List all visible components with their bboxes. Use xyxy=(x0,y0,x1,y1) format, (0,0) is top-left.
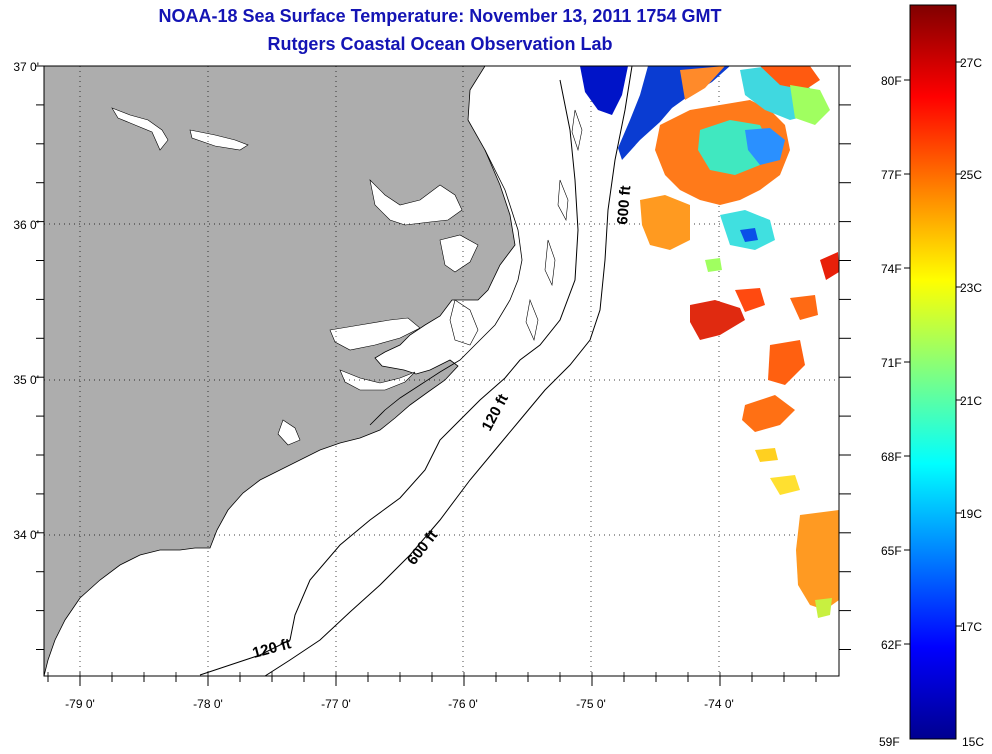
cb-label-19c: 19C xyxy=(960,507,982,521)
lat-label-35: 35 0' xyxy=(13,373,39,387)
graticule xyxy=(44,66,839,676)
cb-label-68f: 68F xyxy=(881,450,902,464)
sst-data-patches xyxy=(580,66,839,618)
lon-label-77: -77 0' xyxy=(321,697,351,711)
isobath-600ft xyxy=(264,66,633,676)
lon-label-75: -75 0' xyxy=(576,697,606,711)
lon-label-79: -79 0' xyxy=(65,697,95,711)
lat-label-34: 34 0' xyxy=(13,528,39,542)
cb-label-77f: 77F xyxy=(881,168,902,182)
colorbar-ticks xyxy=(904,61,962,645)
axis-ticks xyxy=(36,65,851,686)
colorbar xyxy=(909,4,957,740)
cb-label-27c: 27C xyxy=(960,56,982,70)
cb-label-17c: 17C xyxy=(960,620,982,634)
shoal-outlines xyxy=(525,109,583,341)
cb-label-71f: 71F xyxy=(881,356,902,370)
cb-label-25c: 25C xyxy=(960,168,982,182)
cb-label-21c: 21C xyxy=(960,394,982,408)
lon-label-78: -78 0' xyxy=(193,697,223,711)
cb-label-15c: 15C xyxy=(962,735,984,749)
cb-label-80f: 80F xyxy=(881,74,902,88)
lon-label-74: -74 0' xyxy=(704,697,734,711)
cb-label-62f: 62F xyxy=(881,638,902,652)
map-subtitle: Rutgers Coastal Ocean Observation Lab xyxy=(267,34,613,54)
map-frame xyxy=(43,65,840,677)
sounds-and-rivers xyxy=(111,107,479,446)
cb-label-59f: 59F xyxy=(879,735,900,749)
barrier-islands xyxy=(369,149,523,426)
lat-label-37: 37 0' xyxy=(13,60,39,74)
isobath-120ft xyxy=(199,79,579,676)
lon-label-76: -76 0' xyxy=(448,697,478,711)
contour-label-600ft-north: 600 ft xyxy=(614,185,634,226)
cb-label-74f: 74F xyxy=(881,262,902,276)
lat-label-36: 36 0' xyxy=(13,218,39,232)
map-title: NOAA-18 Sea Surface Temperature: Novembe… xyxy=(158,6,722,26)
cb-label-23c: 23C xyxy=(960,281,982,295)
cb-label-65f: 65F xyxy=(881,544,902,558)
